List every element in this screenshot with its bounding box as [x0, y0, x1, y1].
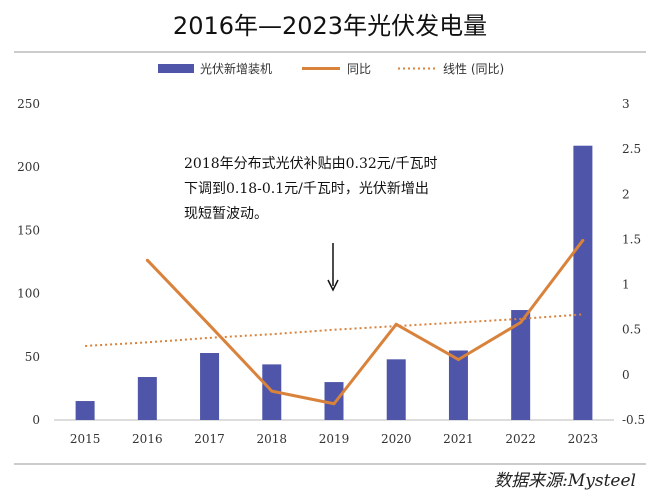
- bar: [75, 401, 95, 420]
- y-left-tick-label: 100: [17, 287, 40, 301]
- x-tick-label: 2018: [257, 432, 288, 446]
- legend-label-line: 同比: [347, 62, 371, 76]
- bar: [573, 145, 593, 420]
- bar: [386, 359, 406, 420]
- axes: 0 50 100 150 200 250 -0.5 0 0.5 1 1.5 2 2.5 3 2015 2016…: [17, 97, 645, 446]
- bar: [448, 350, 468, 420]
- yoy-point: [145, 258, 149, 262]
- bar-series: [75, 145, 593, 420]
- y-right-tick-label: 3: [622, 97, 630, 111]
- line-series: [145, 238, 585, 406]
- legend-label-bar: 光伏新增装机: [200, 61, 272, 76]
- x-tick-label: 2021: [443, 432, 474, 446]
- legend: 光伏新增装机 同比 线性 (同比): [158, 61, 504, 76]
- bar: [324, 382, 344, 420]
- x-tick-label: 2022: [505, 432, 536, 446]
- y-left-tick-label: 150: [17, 223, 40, 237]
- yoy-point: [332, 402, 336, 406]
- trendline-series: [85, 313, 583, 347]
- y-right-tick-label: -0.5: [622, 413, 645, 427]
- y-left-tick-label: 0: [32, 413, 40, 427]
- chart-title: 2016年—2023年光伏发电量: [173, 12, 487, 40]
- trendline: [85, 313, 583, 347]
- yoy-point: [581, 238, 585, 242]
- yoy-point: [394, 322, 398, 326]
- y-right-tick-label: 1: [622, 278, 630, 292]
- annotation: 2018年分布式光伏补贴由0.32元/千瓦时 下调到0.18-0.1元/千瓦时，…: [184, 156, 438, 292]
- y-right-tick-label: 2.5: [622, 142, 641, 156]
- yoy-point: [456, 358, 460, 362]
- y-right-tick-label: 1.5: [622, 232, 641, 246]
- y-left-tick-label: 250: [17, 97, 40, 111]
- x-tick-label: 2016: [132, 432, 163, 446]
- yoy-point: [208, 323, 212, 327]
- annotation-line-1: 2018年分布式光伏补贴由0.32元/千瓦时: [184, 156, 438, 172]
- bar: [200, 353, 220, 420]
- legend-swatch-bar: [158, 64, 194, 73]
- x-tick-label: 2017: [194, 432, 225, 446]
- annotation-line-2: 下调到0.18-0.1元/千瓦时，光伏新增出: [184, 181, 429, 197]
- legend-label-trend: 线性 (同比): [443, 62, 504, 76]
- yoy-point: [270, 389, 274, 393]
- yoy-point: [519, 320, 523, 324]
- y-right-tick-label: 0: [622, 368, 630, 382]
- x-tick-label: 2019: [319, 432, 350, 446]
- y-right-tick-label: 2: [622, 187, 630, 201]
- annotation-arrowhead: [327, 279, 339, 292]
- yoy-line: [146, 239, 585, 406]
- x-tick-label: 2023: [568, 432, 599, 446]
- y-left-tick-label: 200: [17, 160, 40, 174]
- bar: [511, 310, 531, 420]
- annotation-line-3: 现短暂波动。: [184, 206, 268, 222]
- y-right-tick-label: 0.5: [622, 323, 641, 337]
- source-label: 数据来源:Mysteel: [494, 471, 636, 491]
- bar: [137, 377, 157, 420]
- x-tick-label: 2015: [70, 432, 101, 446]
- y-left-tick-label: 50: [25, 350, 40, 364]
- x-tick-label: 2020: [381, 432, 412, 446]
